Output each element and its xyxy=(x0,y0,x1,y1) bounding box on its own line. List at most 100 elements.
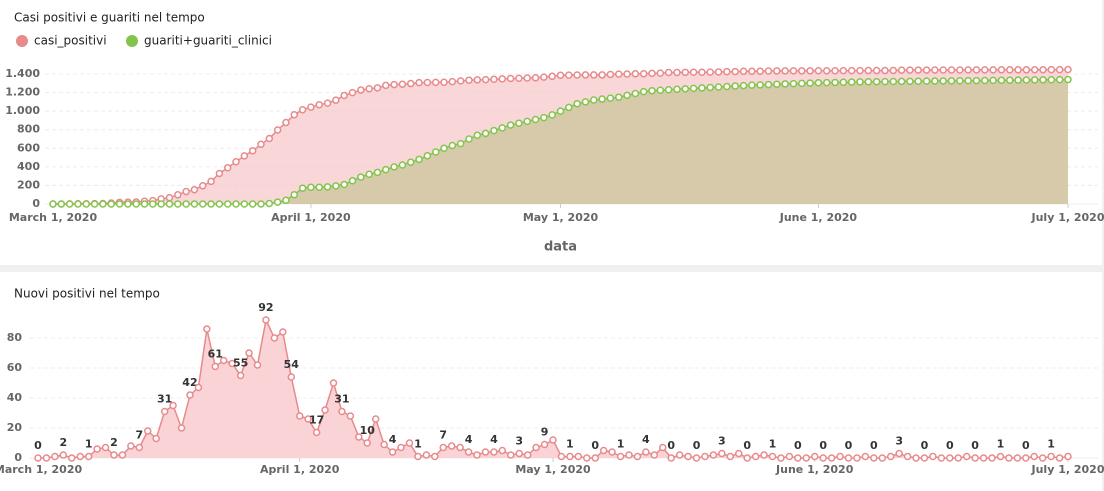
point xyxy=(1006,66,1014,74)
point xyxy=(174,200,182,208)
point xyxy=(464,448,473,456)
point xyxy=(583,454,591,462)
point xyxy=(590,71,598,79)
point xyxy=(922,77,931,85)
point xyxy=(298,105,307,114)
point xyxy=(1038,454,1047,462)
point xyxy=(681,68,690,77)
point xyxy=(631,70,640,78)
point xyxy=(1030,76,1039,84)
data-label: 92 xyxy=(258,301,273,314)
data-label: 3 xyxy=(895,435,903,448)
point xyxy=(548,111,556,119)
point xyxy=(174,191,182,199)
point xyxy=(1013,454,1022,462)
point xyxy=(606,70,615,79)
point xyxy=(270,334,279,342)
point xyxy=(764,67,773,75)
legend-marker xyxy=(126,35,138,47)
point xyxy=(1014,66,1022,74)
point xyxy=(371,415,380,423)
point xyxy=(623,91,631,100)
point xyxy=(307,183,315,192)
point xyxy=(659,443,667,452)
point xyxy=(439,443,447,452)
point xyxy=(1064,452,1072,461)
point xyxy=(844,454,853,462)
point xyxy=(878,454,887,462)
point xyxy=(731,82,739,90)
point xyxy=(606,94,615,102)
point xyxy=(99,200,107,208)
point xyxy=(531,74,540,82)
point xyxy=(456,139,465,148)
point xyxy=(165,200,174,208)
point xyxy=(889,66,898,75)
point xyxy=(996,452,1005,461)
point xyxy=(279,328,287,336)
data-label: 3 xyxy=(718,435,726,448)
point xyxy=(473,131,482,140)
point xyxy=(110,451,118,459)
x-tick-label: June 1, 2020 xyxy=(775,463,854,476)
point xyxy=(781,67,789,75)
point xyxy=(633,452,642,461)
point xyxy=(714,83,723,91)
point xyxy=(199,200,207,208)
point xyxy=(107,200,115,208)
point xyxy=(698,84,706,92)
point xyxy=(481,448,490,456)
point xyxy=(388,448,397,456)
chart-title: Casi positivi e guariti nel tempo xyxy=(14,11,205,25)
point xyxy=(440,78,448,87)
point xyxy=(549,436,557,444)
point xyxy=(777,454,785,462)
point xyxy=(864,66,873,75)
point xyxy=(819,454,827,462)
point xyxy=(390,163,398,171)
point xyxy=(506,74,515,83)
area xyxy=(38,320,1068,458)
point xyxy=(906,77,914,86)
point xyxy=(65,200,74,208)
point xyxy=(190,200,199,208)
x-tick-label: July 1, 2020 xyxy=(1031,211,1104,224)
point xyxy=(574,452,583,461)
point xyxy=(448,77,457,86)
point xyxy=(981,66,989,74)
point xyxy=(599,446,608,455)
point xyxy=(625,451,633,459)
point xyxy=(523,74,531,82)
point xyxy=(115,200,124,208)
point xyxy=(51,452,59,461)
point xyxy=(931,66,939,74)
point xyxy=(734,449,743,458)
point xyxy=(152,434,160,443)
point xyxy=(240,200,249,208)
point xyxy=(920,454,929,462)
point xyxy=(124,200,132,208)
point xyxy=(743,454,751,462)
point xyxy=(398,161,407,169)
point xyxy=(273,198,282,206)
point xyxy=(215,200,224,208)
point xyxy=(223,200,232,208)
point xyxy=(90,200,99,208)
point xyxy=(135,443,144,452)
point xyxy=(473,451,481,459)
point xyxy=(709,451,718,459)
point xyxy=(1064,65,1072,74)
point xyxy=(897,66,906,74)
point xyxy=(650,451,659,459)
legend-marker xyxy=(16,35,28,47)
data-label: 0 xyxy=(845,439,853,452)
point xyxy=(1030,65,1039,74)
data-label: 4 xyxy=(465,433,473,446)
point xyxy=(573,99,581,108)
point xyxy=(57,200,66,208)
point xyxy=(979,454,988,462)
point xyxy=(498,75,507,83)
data-label: 0 xyxy=(794,439,802,452)
point xyxy=(642,448,650,456)
